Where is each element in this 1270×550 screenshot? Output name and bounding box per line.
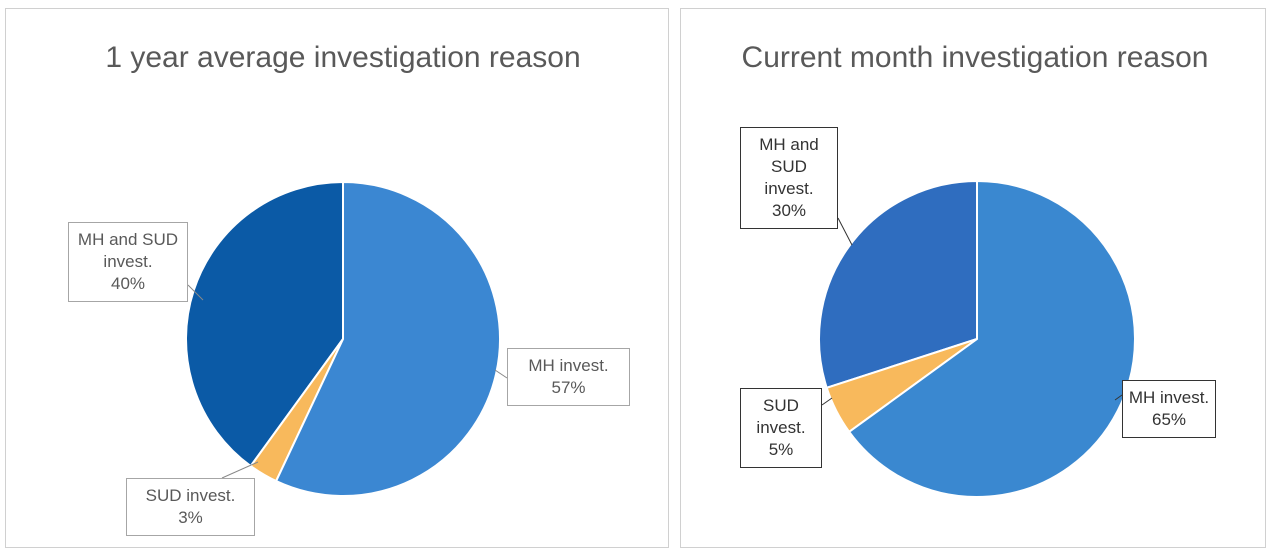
label-category: MH and SUD invest. <box>77 230 179 271</box>
pie-slice <box>274 180 501 497</box>
leader-line <box>187 284 204 301</box>
label-value: 65% <box>1151 410 1187 429</box>
leader-line <box>494 369 508 379</box>
label-category: MH invest. <box>528 356 609 375</box>
label-category: MH invest. <box>1128 388 1210 407</box>
data-label: MH and SUD invest. 40% <box>68 222 188 302</box>
label-category: SUD invest. <box>145 486 236 505</box>
chart-title: Current month investigation reason <box>741 41 1209 74</box>
data-label: MH invest. 65% <box>1122 380 1216 438</box>
label-value: 5% <box>768 440 794 459</box>
leader-line <box>821 397 833 406</box>
data-label: MH invest. 57% <box>507 348 630 406</box>
label-value: 30% <box>771 201 807 220</box>
chart-title: 1 year average investigation reason <box>105 41 581 74</box>
label-value: 40% <box>110 274 146 293</box>
pie-slice <box>847 179 1136 498</box>
data-label: MH and SUD invest. 30% <box>740 127 838 229</box>
label-value: 57% <box>551 378 586 397</box>
label-value: 3% <box>178 508 203 527</box>
pie-slice <box>818 179 978 390</box>
label-category: SUD invest. <box>756 396 806 437</box>
leader-line <box>221 461 259 479</box>
data-label: SUD invest. 3% <box>126 478 255 536</box>
data-label: SUD invest. 5% <box>740 388 822 468</box>
label-category: MH and SUD invest. <box>759 135 819 198</box>
leader-lines <box>187 284 508 479</box>
leader-line <box>837 217 853 246</box>
leader-lines <box>821 217 1123 406</box>
leader-line <box>1114 394 1123 401</box>
